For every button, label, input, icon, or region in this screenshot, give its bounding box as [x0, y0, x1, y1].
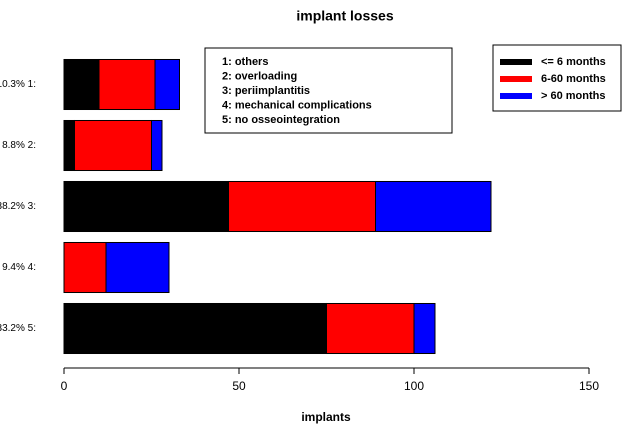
y-tick-label: 8.8% 2:	[2, 140, 36, 151]
legend-label: <= 6 months	[541, 56, 606, 68]
bar-segment	[74, 119, 152, 172]
x-tick-label: 150	[579, 379, 599, 393]
bar-segment	[326, 302, 415, 355]
bar-segment	[413, 302, 436, 355]
bar-segment	[151, 119, 163, 172]
notes-box	[204, 47, 453, 134]
legend-label: 6-60 months	[541, 73, 606, 85]
legend-label: > 60 months	[541, 90, 606, 102]
note: 2: overloading	[222, 70, 297, 82]
note: 5: no osseointegration	[222, 114, 340, 126]
bar-segment	[63, 58, 100, 111]
note: 1: others	[222, 56, 268, 68]
bar-segment	[98, 58, 156, 111]
x-tick-label: 50	[232, 379, 246, 393]
bar-segment	[63, 180, 229, 233]
y-tick-label: 38.2% 3:	[0, 201, 36, 212]
bar-segment	[63, 119, 75, 172]
chart-title: implant losses	[296, 8, 393, 24]
x-tick-label: 0	[61, 379, 68, 393]
bar-segment	[228, 180, 376, 233]
x-axis-label: implants	[301, 410, 351, 424]
note: 4: mechanical complications	[222, 99, 372, 111]
bar-segment	[154, 58, 180, 111]
bar-segment	[63, 302, 327, 355]
bar-segment	[375, 180, 492, 233]
y-tick-label: 33.2% 5:	[0, 323, 36, 334]
note: 3: periimplantitis	[222, 85, 310, 97]
bar-segment	[105, 241, 170, 294]
y-tick-label: 10.3% 1:	[0, 79, 36, 90]
x-tick-label: 100	[404, 379, 424, 393]
bar-segment	[63, 241, 107, 294]
y-tick-label: 9.4% 4:	[2, 262, 36, 273]
